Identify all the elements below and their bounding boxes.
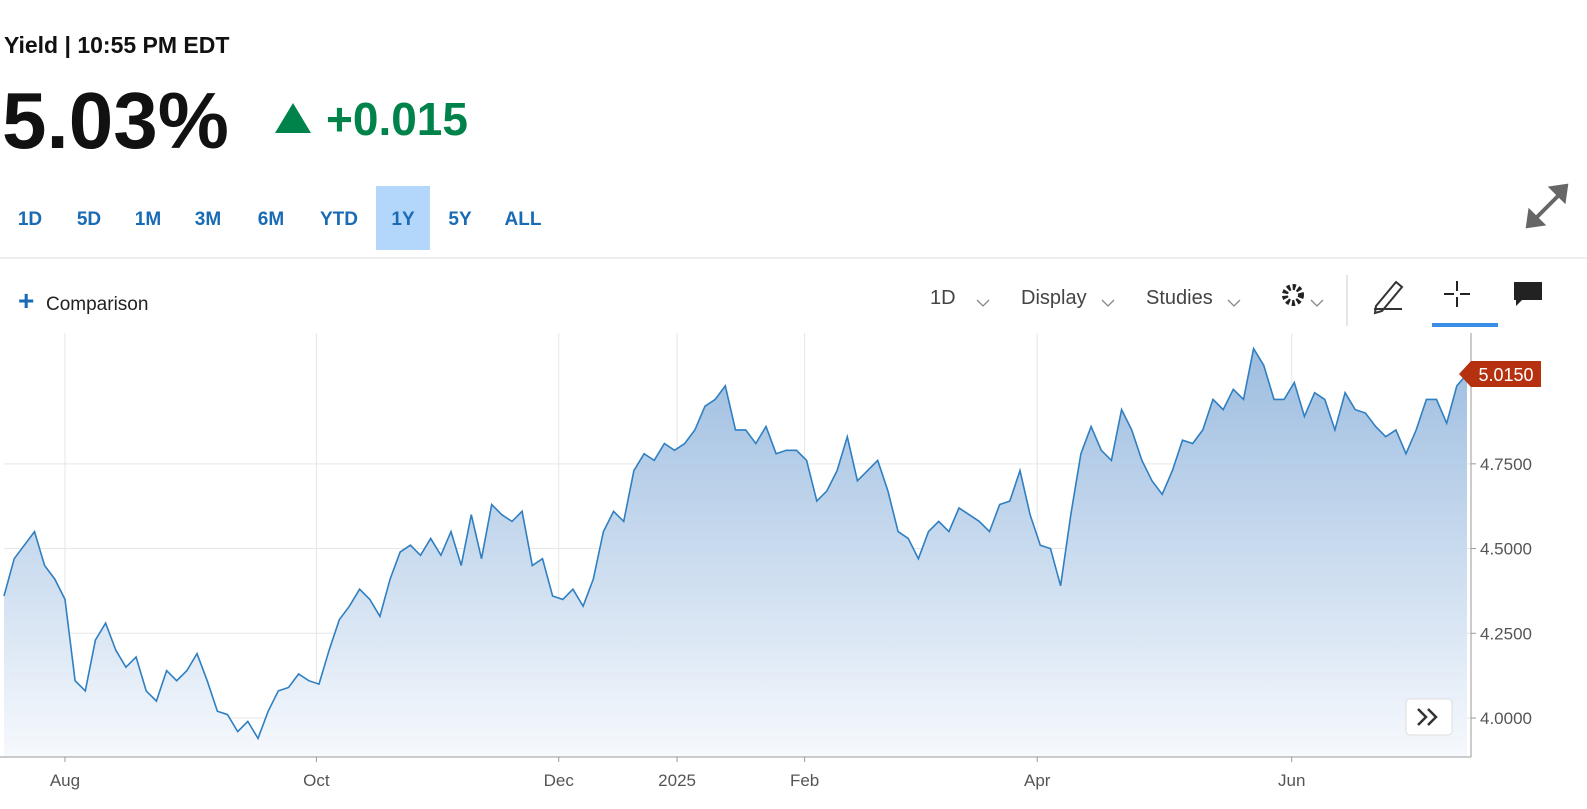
x-tick-label: Apr <box>1024 771 1051 790</box>
active-tab <box>1432 323 1498 327</box>
range-button[interactable]: 6M <box>258 209 284 230</box>
range-button[interactable]: 5Y <box>448 209 472 230</box>
range-button[interactable]: YTD <box>320 209 358 230</box>
gear-icon[interactable] <box>1282 284 1304 306</box>
expand-icon[interactable] <box>1525 183 1569 229</box>
x-tick-label: 2025 <box>658 771 696 790</box>
range-button[interactable]: ALL <box>505 209 542 230</box>
x-tick-label: Dec <box>544 771 575 790</box>
x-tick-label: Jun <box>1278 771 1305 790</box>
last-value-label: 5.0150 <box>1478 365 1533 385</box>
chevrons <box>976 299 1324 307</box>
studies[interactable]: Studies <box>1146 287 1213 309</box>
line <box>3 346 1468 741</box>
x-tick-label: Oct <box>303 771 330 790</box>
scroll-button[interactable] <box>1405 698 1453 736</box>
interval[interactable]: 1D <box>930 287 956 309</box>
change: +0.015 <box>326 93 468 145</box>
x-tick-label: Aug <box>50 771 80 790</box>
comment-icon[interactable] <box>1514 282 1542 306</box>
range-button[interactable]: 3M <box>195 209 221 230</box>
range-button[interactable]: 5D <box>77 209 101 230</box>
area <box>4 348 1467 757</box>
range-button[interactable]: 1D <box>18 209 42 230</box>
comparison[interactable]: Comparison <box>46 294 148 315</box>
last-value-flag <box>1459 361 1541 388</box>
up-arrow <box>275 103 311 133</box>
display[interactable]: Display <box>1021 287 1087 309</box>
scroll-icon <box>1417 708 1438 726</box>
price: 5.03% <box>2 76 229 165</box>
range-button[interactable]: 1M <box>135 209 161 230</box>
range-selected <box>376 186 430 250</box>
y-tick-label: 4.2500 <box>1480 624 1532 643</box>
y-tick-label: 4.5000 <box>1480 540 1532 559</box>
y-tick-label: 4.7500 <box>1480 455 1532 474</box>
y-tick-label: 4.0000 <box>1480 709 1532 728</box>
draw-icon[interactable] <box>1373 280 1404 315</box>
range-button[interactable]: 1Y <box>391 209 415 230</box>
x-tick-label: Feb <box>790 771 819 790</box>
crosshair-icon[interactable] <box>1444 281 1470 307</box>
plus-icon[interactable]: + <box>18 285 34 316</box>
title: Yield | 10:55 PM EDT <box>4 32 229 58</box>
